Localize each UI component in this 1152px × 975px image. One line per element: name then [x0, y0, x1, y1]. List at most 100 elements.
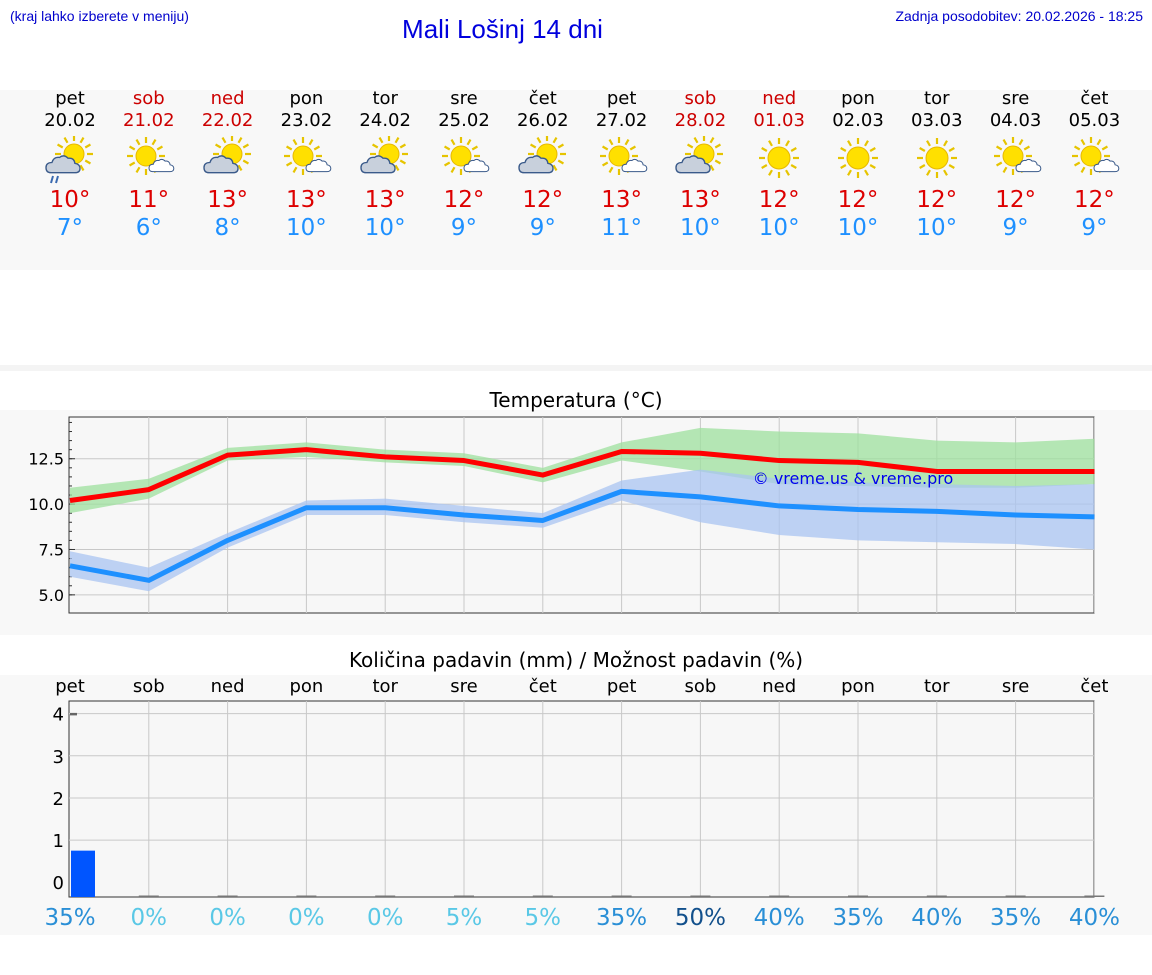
partly-cloudy-icon: [675, 135, 724, 174]
precip-bar: [375, 895, 396, 897]
precip-probability: 40%: [911, 905, 963, 931]
weather-icon: [828, 136, 888, 184]
day-date: 02.03: [832, 110, 884, 131]
day-date: 05.03: [1068, 110, 1121, 131]
divider: [0, 365, 1152, 371]
precip-bar: [1084, 895, 1105, 897]
precip-probability: 35%: [44, 905, 96, 931]
weather-icon: [670, 135, 730, 184]
partly-cloudy-icon: [518, 135, 566, 174]
min-temp: 9°: [529, 215, 556, 241]
max-temperature-line: [69, 447, 1095, 503]
min-temp: 10°: [364, 215, 406, 241]
sun-icon: [838, 138, 878, 178]
precip-probability: 35%: [832, 905, 884, 931]
sun-icon: [759, 138, 800, 178]
day-name: pon: [841, 88, 875, 109]
y-tick-label: 5.0: [39, 586, 64, 605]
sun-small-cloud-icon: [126, 137, 175, 175]
y-tick-label: 7.5: [39, 540, 64, 559]
weather-icon: [1064, 136, 1124, 184]
day-name: sre: [1001, 88, 1030, 109]
y-tick-label: 0: [53, 873, 64, 894]
precip-probability: 0%: [366, 905, 404, 931]
day-column: sob 21.02 11° 6°: [109, 88, 189, 242]
partly-cloudy-icon: [202, 135, 251, 174]
precip-bar: [138, 895, 159, 897]
day-name: pon: [289, 88, 324, 109]
day-column: pon 23.02 13° 10°: [266, 88, 346, 242]
weather-icon: [40, 135, 100, 184]
precip-bar: [611, 895, 632, 897]
weather-icon: [119, 136, 179, 184]
precip-day-label: pon: [841, 676, 875, 697]
sun-icon: [916, 138, 957, 178]
day-column: čet 26.02 12° 9°: [503, 88, 583, 242]
weather-icon: [907, 136, 967, 184]
precip-day-label: tor: [372, 676, 398, 697]
precip-day-label: pon: [289, 676, 324, 697]
day-name: čet: [1080, 88, 1109, 109]
last-update: Zadnja posodobitev: 20.02.2026 - 18:25: [895, 8, 1143, 24]
day-date: 04.03: [989, 110, 1042, 131]
precip-day-label: sre: [1001, 676, 1030, 697]
y-tick-label: 3: [53, 747, 64, 768]
day-date: 23.02: [280, 110, 333, 131]
precipitation-chart: 0 1 2 3 4: [53, 700, 1105, 898]
precip-probability: 35%: [990, 905, 1042, 931]
precip-day-label: sre: [450, 676, 478, 697]
min-temperature-line: [69, 488, 1095, 583]
min-temp: 10°: [680, 215, 721, 241]
weather-icon: [513, 135, 573, 184]
day-column: ned 22.02 13° 8°: [188, 88, 268, 242]
max-temp: 12°: [1074, 187, 1115, 213]
temperature-chart-title: Temperatura (°C): [489, 388, 663, 412]
precip-probability: 35%: [596, 905, 648, 931]
day-name: pet: [606, 88, 637, 109]
y-tick-label: 4: [53, 705, 64, 726]
sun-small-cloud-icon: [442, 137, 490, 175]
min-temp: 10°: [758, 215, 800, 241]
min-temp: 9°: [1002, 215, 1029, 241]
forecast-strip: [0, 90, 1152, 270]
precip-bar: [532, 895, 553, 897]
weather-icon: [986, 136, 1046, 184]
day-name: sre: [450, 88, 478, 109]
precip-probability: 50%: [674, 905, 726, 931]
precip-day-label: tor: [924, 676, 950, 697]
max-temp: 12°: [758, 187, 800, 213]
sun-small-cloud-icon: [993, 137, 1041, 175]
watermark: © vreme.us & vreme.pro: [753, 469, 954, 488]
day-date: 22.02: [201, 110, 254, 131]
min-temp: 8°: [214, 215, 241, 241]
day-name: čet: [528, 88, 557, 109]
day-date: 03.03: [911, 110, 963, 131]
weather-icon: [434, 136, 494, 184]
day-column: ned 01.03 12° 10°: [739, 88, 819, 242]
precip-probability: 0%: [288, 905, 325, 931]
min-temp: 9°: [1081, 215, 1108, 241]
day-date: 01.03: [753, 110, 805, 131]
day-name: tor: [372, 88, 398, 109]
max-temp: 12°: [443, 187, 485, 213]
precip-probability: 0%: [130, 905, 168, 931]
min-temp: 9°: [450, 215, 478, 241]
day-date: 24.02: [359, 110, 411, 131]
precip-day-label: sob: [684, 676, 717, 697]
page-title: Mali Lošinj 14 dni: [402, 14, 603, 44]
precip-day-label: sob: [132, 676, 165, 697]
precip-probability: 5%: [524, 905, 562, 931]
weather-icon: [355, 135, 415, 184]
day-column: pet 20.02 10° 7°: [30, 88, 110, 242]
min-temp: 6°: [135, 215, 162, 241]
precip-day-label: čet: [528, 676, 557, 697]
day-name: tor: [924, 88, 950, 109]
precip-probability: 40%: [753, 905, 805, 931]
location-hint: (kraj lahko izberete v meniju): [10, 8, 189, 24]
min-temp: 10°: [916, 215, 958, 241]
temperature-chart: 5.0 7.5 10.0 12.5 © vreme.us & vreme.pro: [28, 416, 1095, 614]
sun-small-cloud-icon: [1072, 137, 1120, 175]
partly-cloudy-icon: [360, 135, 409, 174]
day-name: ned: [762, 88, 797, 109]
max-temp: 12°: [522, 187, 564, 213]
